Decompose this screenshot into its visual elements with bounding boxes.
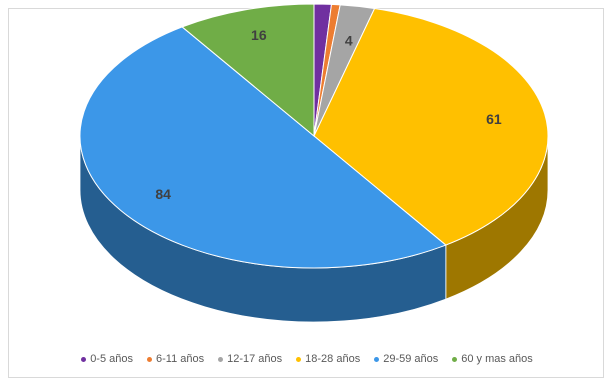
data-label-18-28-a-os: 61: [486, 111, 502, 127]
legend-label: 12-17 años: [227, 353, 283, 365]
legend: 0-5 años 6-11 años 12-17 años 18-28 años 29-…: [0, 353, 614, 365]
legend-item-6-11-a-os: 6-11 años: [147, 353, 204, 365]
legend-marker: [218, 356, 224, 362]
legend-marker: [296, 356, 302, 362]
legend-item-29-59-a-os: 29-59 años: [374, 353, 438, 365]
legend-marker: [81, 356, 87, 362]
data-label-29-59-a-os: 84: [155, 186, 171, 202]
legend-marker: [147, 356, 152, 362]
data-label-60-y-mas-a-os: 16: [251, 27, 267, 43]
data-label-6-11-a-os: 1: [341, 0, 349, 1]
legend-label: 18-28 años: [305, 353, 361, 365]
pie-slice-18-28-a-os: [313, 7, 549, 246]
pie-slice-60-y-mas-a-os: [181, 3, 315, 138]
data-labels: 2 1 4 61 84 16: [155, 0, 502, 202]
data-label-0-5-a-os: 2: [319, 0, 327, 2]
legend-label: 0-5 años: [90, 353, 133, 365]
pie-slice-29-59-a-os: [79, 26, 447, 269]
legend-label: 60 y mas años: [461, 353, 533, 365]
legend-marker: [452, 356, 458, 362]
legend-item-0-5-a-os: 0-5 años: [81, 353, 133, 365]
data-label-12-17-a-os: 4: [345, 32, 353, 48]
legend-label: 29-59 años: [383, 353, 439, 365]
pie-chart: 2 1 4 61 84 16: [79, 0, 549, 323]
legend-marker: [374, 356, 380, 362]
legend-item-18-28-a-os: 18-28 años: [296, 353, 360, 365]
legend-label: 6-11 años: [156, 353, 205, 365]
pie-slices: [79, 3, 549, 269]
legend-item-12-17-a-os: 12-17 años: [218, 353, 282, 365]
legend-item-60-y-mas-a-os: 60 y mas años: [452, 353, 533, 365]
